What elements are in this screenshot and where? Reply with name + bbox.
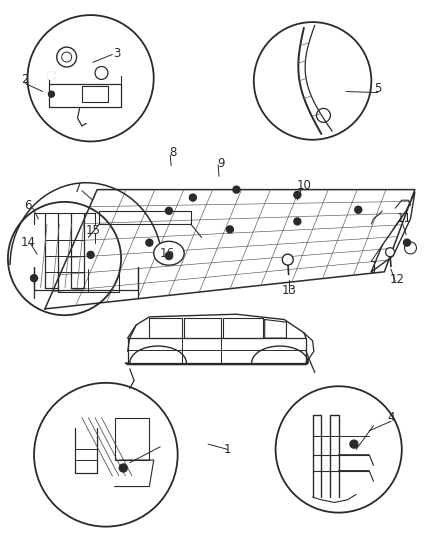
Text: 4: 4 [387,411,395,424]
Text: 11: 11 [396,212,411,225]
Text: 1: 1 [224,443,231,456]
Text: 12: 12 [390,273,405,286]
Text: 15: 15 [85,224,100,237]
Circle shape [350,440,358,448]
Text: 13: 13 [281,284,296,297]
Text: 10: 10 [297,180,311,192]
Text: 9: 9 [217,157,225,169]
Text: 3: 3 [113,47,120,60]
Circle shape [233,186,240,193]
Circle shape [146,239,153,246]
Text: 6: 6 [24,199,31,212]
Circle shape [355,206,362,213]
Circle shape [119,464,127,472]
Text: 16: 16 [159,247,174,260]
Text: 14: 14 [21,236,36,249]
Circle shape [226,226,233,233]
Text: 8: 8 [170,146,177,159]
Circle shape [403,239,410,246]
Text: 7: 7 [74,182,81,195]
Circle shape [31,274,38,281]
Circle shape [165,252,173,260]
Circle shape [294,191,301,198]
Circle shape [294,218,301,225]
Text: 5: 5 [374,83,381,95]
Circle shape [166,207,173,214]
Text: 2: 2 [21,74,29,86]
Circle shape [49,91,54,97]
Circle shape [189,194,196,201]
Circle shape [87,252,94,259]
Circle shape [385,248,395,257]
Circle shape [283,254,293,265]
Ellipse shape [154,241,184,265]
Circle shape [47,71,56,79]
